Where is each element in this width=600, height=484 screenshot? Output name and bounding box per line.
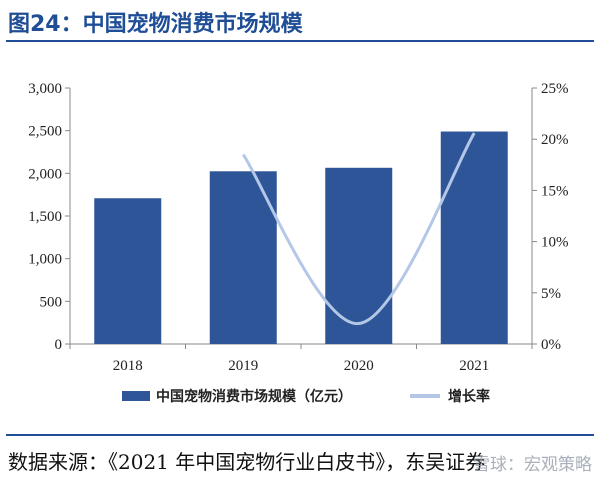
bar (209, 171, 277, 344)
x-tick-label: 2019 (228, 358, 258, 374)
left-tick-label: 500 (40, 294, 63, 310)
line-series (242, 132, 476, 326)
right-tick-label: 25% (541, 81, 569, 97)
bar (94, 198, 162, 344)
right-tick-label: 10% (541, 235, 569, 251)
right-tick-label: 15% (541, 183, 569, 199)
right-tick-label: 5% (541, 286, 561, 302)
right-tick-label: 20% (541, 132, 569, 148)
chart: 0 500 1,000 1,500 2,000 2,500 3,000 0% 5% 10% 15% 2… (28, 81, 568, 405)
left-tick-label: 2,000 (28, 166, 62, 182)
left-tick-label: 1,500 (28, 209, 62, 225)
x-tick-label: 2020 (344, 358, 374, 374)
watermark: 雪球：宏观策略 (473, 455, 592, 475)
right-tick-label: 0% (541, 337, 561, 353)
title-rule (6, 40, 594, 42)
source-note: 数据来源：《2021 年中国宠物行业白皮书》，东吴证券 (8, 450, 486, 474)
bar (325, 167, 393, 344)
x-axis-labels: 2018 2019 2020 2021 (113, 358, 490, 374)
legend-label-bar: 中国宠物消费市场规模（亿元） (156, 388, 352, 405)
bar (440, 131, 508, 344)
legend-label-line: 增长率 (448, 388, 490, 405)
legend-swatch-bar (122, 391, 150, 401)
source-rule (6, 434, 594, 436)
legend: 中国宠物消费市场规模（亿元） 增长率 (122, 388, 490, 405)
figure-title: 图24：中国宠物消费市场规模 (8, 12, 303, 37)
left-tick-label: 3,000 (28, 81, 62, 97)
x-tick-label: 2021 (459, 358, 489, 374)
left-tick-label: 0 (55, 337, 63, 353)
x-tick-label: 2018 (113, 358, 143, 374)
bar-series (94, 131, 508, 344)
left-tick-label: 1,000 (28, 252, 62, 268)
left-tick-label: 2,500 (28, 124, 62, 140)
chart-axes: 0 500 1,000 1,500 2,000 2,500 3,000 0% 5% 10% 15% 2… (28, 81, 568, 353)
